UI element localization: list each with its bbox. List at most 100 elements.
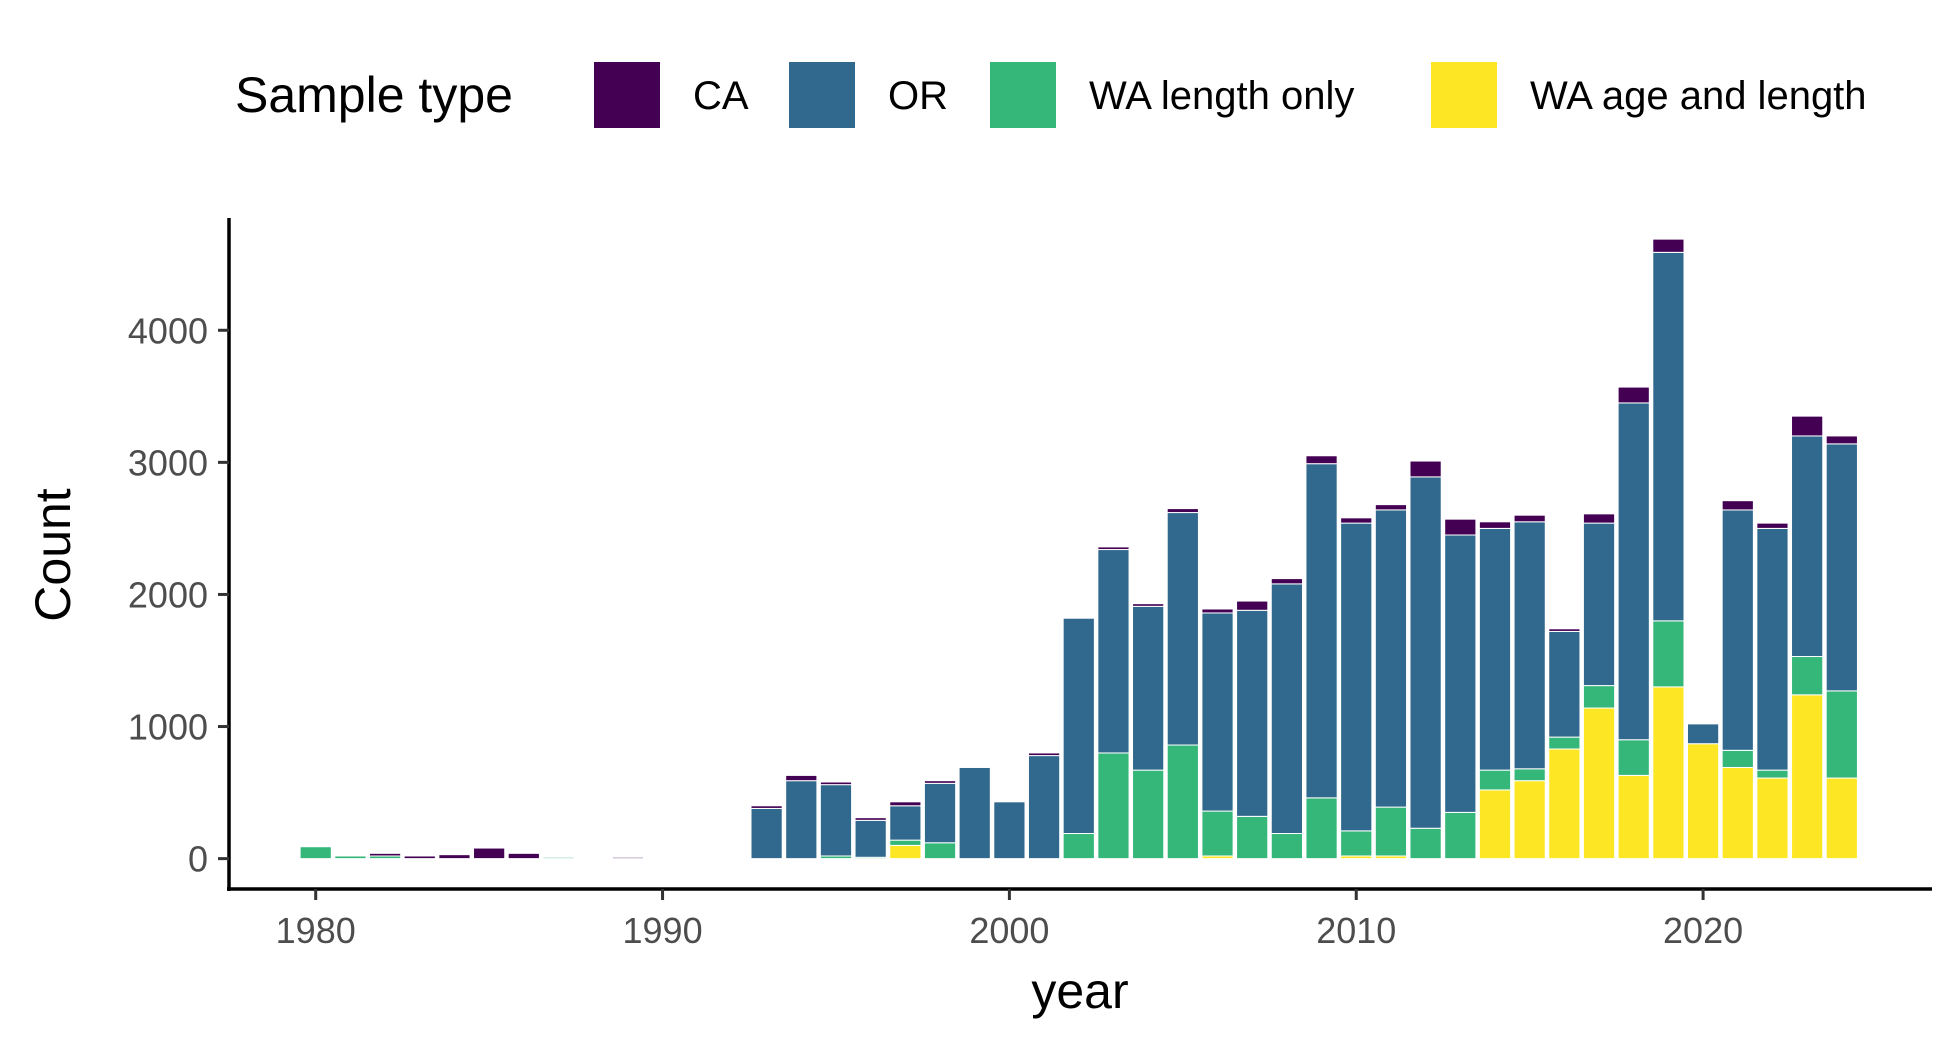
bar-ca-1982 xyxy=(368,852,402,857)
bar-wa-length-only-2010 xyxy=(1340,830,1373,857)
bar-wa-age-and-length-2017 xyxy=(1582,707,1616,860)
bar-wa-length-only-1980 xyxy=(299,846,332,860)
bar-or-1995 xyxy=(819,784,853,857)
bar-or-2022 xyxy=(1756,527,1789,771)
bar-wa-age-and-length-2022 xyxy=(1756,777,1789,860)
x-tick-label-2000: 2000 xyxy=(969,910,1049,951)
y-ticks: 0 1000 2000 3000 4000 xyxy=(128,310,229,880)
bar-wa-length-only-2004 xyxy=(1132,769,1165,860)
bar-ca-2017 xyxy=(1582,513,1616,524)
bar-ca-1983 xyxy=(403,855,436,860)
bar-wa-length-only-2016 xyxy=(1548,736,1581,750)
bar-ca-2008 xyxy=(1270,578,1303,585)
bar-wa-length-only-1981 xyxy=(334,855,367,860)
bar-or-2021 xyxy=(1721,509,1754,751)
bar-ca-2019 xyxy=(1652,238,1685,253)
bar-or-2000 xyxy=(993,801,1026,860)
x-axis-title: year xyxy=(1031,963,1128,1019)
bar-wa-age-and-length-2016 xyxy=(1548,748,1581,860)
bar-or-2004 xyxy=(1132,605,1165,771)
bar-ca-1998 xyxy=(923,780,957,784)
bar-wa-length-only-2013 xyxy=(1444,811,1477,860)
bar-wa-age-and-length-2019 xyxy=(1652,686,1685,860)
bar-wa-length-only-2011 xyxy=(1374,806,1408,857)
legend-key-or xyxy=(789,62,855,128)
bar-ca-1985 xyxy=(473,847,506,860)
bar-or-2024 xyxy=(1825,443,1858,692)
bar-ca-2005 xyxy=(1166,508,1199,514)
bar-ca-2014 xyxy=(1478,521,1512,529)
bar-or-2013 xyxy=(1444,534,1477,813)
bar-ca-2022 xyxy=(1756,522,1789,529)
bar-or-2001 xyxy=(1027,755,1061,860)
bar-wa-age-and-length-2018 xyxy=(1617,774,1650,860)
bar-or-2016 xyxy=(1548,630,1581,738)
bar-wa-age-and-length-2023 xyxy=(1791,694,1824,860)
y-tick-label-3000: 3000 xyxy=(128,442,208,483)
bar-or-1994 xyxy=(785,780,818,860)
legend-label-wa-length-only: WA length only xyxy=(1089,74,1354,118)
bar-wa-length-only-2002 xyxy=(1062,833,1095,860)
axes: 0 1000 2000 3000 4000 1980 1990 2000 2010 2020 xyxy=(128,218,1932,951)
bar-wa-length-only-2019 xyxy=(1652,620,1685,688)
bar-ca-1986 xyxy=(507,852,540,860)
bar-ca-2024 xyxy=(1825,435,1858,445)
bar-wa-age-and-length-2020 xyxy=(1686,743,1720,860)
legend-entries: CA OR WA length only WA age and length xyxy=(594,62,1867,128)
bar-ca-2006 xyxy=(1201,608,1234,614)
bar-or-1993 xyxy=(750,807,783,860)
bar-wa-length-only-2024 xyxy=(1825,690,1858,779)
bars-layer xyxy=(299,238,1858,860)
bar-wa-length-only-1987 xyxy=(542,856,575,860)
bar-or-2018 xyxy=(1617,402,1650,741)
bar-or-2019 xyxy=(1652,251,1685,622)
bar-wa-length-only-2012 xyxy=(1409,827,1442,860)
bar-or-2007 xyxy=(1236,609,1269,817)
bar-ca-2013 xyxy=(1444,518,1477,536)
legend-title: Sample type xyxy=(235,67,513,123)
bar-ca-1989 xyxy=(611,856,644,860)
x-tick-label-1990: 1990 xyxy=(623,910,703,951)
y-tick-label-1000: 1000 xyxy=(128,707,208,748)
legend-label-or: OR xyxy=(888,74,948,118)
bar-ca-1984 xyxy=(438,854,471,860)
bar-wa-length-only-2006 xyxy=(1201,810,1234,857)
bar-wa-length-only-2007 xyxy=(1236,815,1269,860)
bar-wa-age-and-length-2014 xyxy=(1478,789,1512,860)
x-ticks: 1980 1990 2000 2010 2020 xyxy=(276,889,1743,951)
bar-or-2015 xyxy=(1513,521,1546,770)
legend-label-wa-age-and-length: WA age and length xyxy=(1530,74,1867,118)
bar-wa-length-only-2014 xyxy=(1478,769,1512,791)
legend-key-ca xyxy=(594,62,660,128)
bar-or-2009 xyxy=(1305,463,1338,799)
bar-or-1999 xyxy=(958,766,991,860)
bar-ca-2015 xyxy=(1513,514,1546,523)
y-axis-title: Count xyxy=(25,488,81,622)
y-tick-label-2000: 2000 xyxy=(128,574,208,615)
bar-ca-2012 xyxy=(1409,460,1442,478)
bar-or-2002 xyxy=(1062,617,1095,835)
bar-wa-length-only-2018 xyxy=(1617,739,1650,776)
bar-or-1996 xyxy=(854,819,887,858)
bar-ca-1994 xyxy=(785,774,818,782)
bar-ca-2021 xyxy=(1721,500,1754,511)
bar-or-2005 xyxy=(1166,512,1199,746)
bar-wa-length-only-1998 xyxy=(923,842,957,860)
bar-ca-2001 xyxy=(1027,752,1061,757)
bar-wa-length-only-1997 xyxy=(889,839,922,846)
bar-or-2012 xyxy=(1409,476,1442,829)
x-tick-label-2020: 2020 xyxy=(1663,910,1743,951)
bar-wa-age-and-length-2024 xyxy=(1825,777,1858,860)
bar-wa-length-only-2017 xyxy=(1582,685,1616,709)
bar-wa-length-only-2005 xyxy=(1166,744,1199,860)
x-tick-label-2010: 2010 xyxy=(1316,910,1396,951)
bar-wa-length-only-2021 xyxy=(1721,749,1754,768)
bar-wa-length-only-2003 xyxy=(1097,752,1130,860)
bar-wa-length-only-2023 xyxy=(1791,656,1824,696)
bar-ca-1993 xyxy=(750,805,783,809)
bar-or-2020 xyxy=(1686,723,1720,745)
bar-wa-length-only-2015 xyxy=(1513,768,1546,782)
bar-ca-1995 xyxy=(819,781,853,786)
bar-or-1998 xyxy=(923,782,957,844)
